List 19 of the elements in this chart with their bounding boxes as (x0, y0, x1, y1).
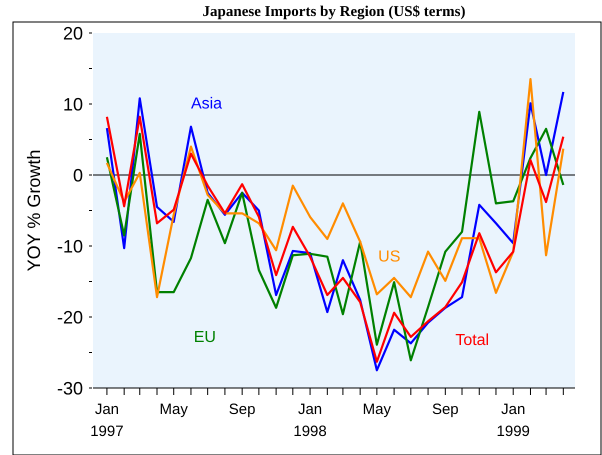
y-tick-label: -10 (56, 236, 83, 256)
series-label: Asia (190, 96, 222, 113)
x-tick-label: Sep (228, 401, 256, 418)
y-tick-label: 10 (62, 94, 83, 114)
series-label: Total (455, 332, 490, 350)
y-tick-label: 20 (62, 23, 83, 44)
x-tick-label: Sep (432, 401, 459, 418)
series-label: US (378, 248, 400, 266)
x-tick-label: May (362, 401, 392, 418)
text: EU (194, 329, 216, 346)
x-tick-label: Jan 1999 (496, 401, 530, 440)
y-tick-label: -20 (56, 307, 83, 328)
y-tick-label: 0 (72, 165, 83, 186)
y-tick-label: -30 (56, 378, 83, 398)
x-tick-label: Jan 1998 (293, 401, 327, 440)
x-tick-label: Jan 1997 (90, 401, 124, 440)
y-axis-title: YOY % Growth (24, 150, 44, 272)
chart-title: Japanese Imports by Region (US$ terms) (202, 4, 466, 20)
x-tick-label: May (160, 401, 188, 418)
